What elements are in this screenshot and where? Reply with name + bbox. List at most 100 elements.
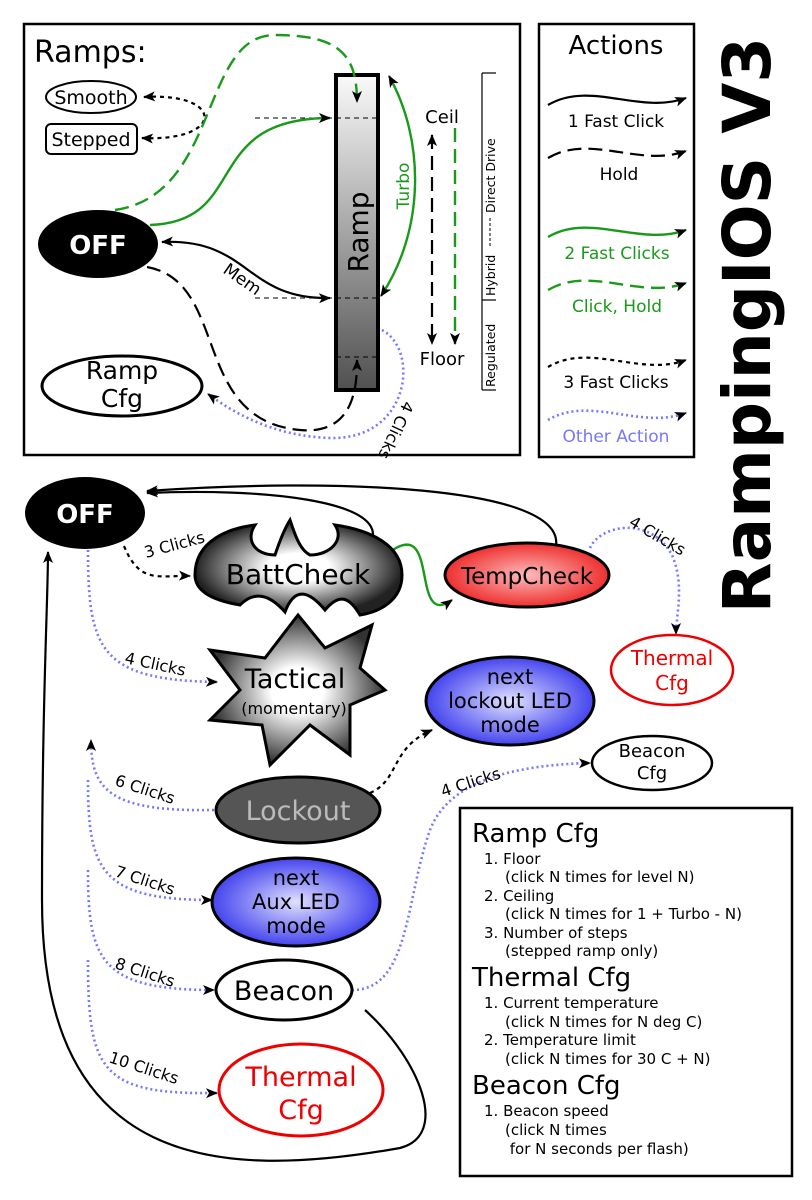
- off-node[interactable]: [25, 477, 145, 549]
- lockout-led-mode-node[interactable]: [424, 655, 596, 747]
- ramp-cfg-item: 2. Ceiling: [484, 887, 554, 905]
- off-lockout-label: 6 Clicks: [113, 771, 178, 808]
- thermal-cfg-heading: Thermal Cfg: [471, 963, 631, 993]
- lockout-node[interactable]: [214, 775, 382, 845]
- thermal-cfg-line1: Thermal: [244, 1062, 356, 1093]
- ramp-cfg-item: (stepped ramp only): [505, 942, 658, 960]
- thermal-cfg-item: (click N times for N deg C): [505, 1013, 702, 1031]
- tempcheck-label: TempCheck: [460, 564, 594, 590]
- off-thermal-label: 10 Clicks: [107, 1048, 181, 1088]
- legend-line-3-fast-clicks: [547, 356, 687, 369]
- ramp-cfg-item: (click N times for level N): [505, 868, 695, 886]
- off-label-top: OFF: [69, 231, 127, 261]
- beacon-cfg-item: for N seconds per flash): [505, 1140, 689, 1158]
- turbo-label: Turbo: [394, 163, 414, 211]
- ramp-to-cfg-arrow: [207, 328, 405, 440]
- ramp-cfg-item: 1. Floor: [484, 850, 541, 868]
- beacon-cfg-item: 1. Beacon speed: [484, 1102, 609, 1120]
- page-title: RampingIOS V3: [709, 37, 786, 613]
- beacon-cfg-node[interactable]: [590, 734, 714, 792]
- battcheck-to-off-arrow: [146, 487, 374, 541]
- off-to-ceil-2click-arrow: [149, 113, 331, 227]
- ramp-cfg-node-top[interactable]: [40, 354, 204, 418]
- off-to-battcheck-arrow: [122, 545, 191, 581]
- battcheck-node[interactable]: BattCheck: [193, 516, 404, 617]
- legend-label-1-fast-click: 1 Fast Click: [568, 112, 664, 132]
- smooth-stepped-toggle-arrow: [141, 91, 206, 144]
- beacon-label: Beacon: [234, 976, 334, 1007]
- legend-label-other-action: Other Action: [563, 427, 670, 447]
- actions-legend: Actions 1 Fast Click Hold 2 Fast Clicks …: [537, 22, 696, 459]
- beacon-cfg-line1: Beacon: [619, 741, 686, 762]
- ramp-cfg-item: 3. Number of steps: [484, 924, 628, 942]
- tempcheck-node[interactable]: [443, 541, 611, 609]
- scale-direct-drive: Direct Drive: [483, 138, 498, 213]
- smooth-label: Smooth: [54, 87, 127, 109]
- off-to-ceil-click-hold-arrow: [114, 33, 362, 212]
- off-mem-arrow: [161, 236, 331, 304]
- beacon-cfg-heading: Beacon Cfg: [472, 1071, 621, 1101]
- stepped-node[interactable]: [45, 123, 138, 155]
- power-mode-scale: Regulated Hybrid Direct Drive: [481, 72, 498, 391]
- aux-led-line1: next: [273, 866, 320, 890]
- actions-heading: Actions: [569, 31, 664, 61]
- config-help-box: Ramp Cfg 1. Floor (click N times for lev…: [458, 806, 794, 1178]
- off-to-aux-led-arrow: [86, 779, 213, 905]
- tempcheck-to-off-arrow: [146, 484, 558, 547]
- aux-led-mode-node[interactable]: [210, 856, 382, 948]
- legend-label-click-hold: Click, Hold: [572, 297, 662, 317]
- battcheck-to-tempcheck-arrow: [389, 543, 453, 611]
- ramp-cfg-line1: Ramp: [86, 356, 158, 385]
- lockout-led-line3: mode: [480, 713, 540, 737]
- off-to-tactical-arrow: [86, 549, 218, 687]
- off-node-top[interactable]: [38, 210, 158, 278]
- lockout-led-line1: next: [487, 665, 534, 689]
- legend-label-3-fast-clicks: 3 Fast Clicks: [563, 373, 668, 393]
- lockout-label: Lockout: [246, 796, 351, 827]
- thermal-cfg-top-line2: Cfg: [655, 671, 689, 695]
- off-label: OFF: [56, 500, 114, 530]
- ramp-label: Ramp: [342, 191, 375, 272]
- thermal-cfg-item: 1. Current temperature: [484, 994, 658, 1012]
- beacon-to-beacon-cfg-arrow: [351, 758, 591, 992]
- scale-hybrid: Hybrid: [483, 255, 498, 296]
- ramp-cfg-heading: Ramp Cfg: [472, 819, 599, 849]
- thermal-cfg-top-line1: Thermal: [630, 646, 713, 670]
- tempcheck-to-thermal-cfg-arrow: [588, 526, 682, 635]
- tactical-sublabel: (momentary): [241, 699, 347, 718]
- ramp-cfg-item: (click N times for 1 + Turbo - N): [505, 905, 742, 923]
- floor-label: Floor: [420, 349, 465, 370]
- aux-led-line3: mode: [266, 914, 326, 938]
- legend-line-other-action: [547, 409, 687, 422]
- lockout-led-line2: lockout LED: [448, 689, 572, 713]
- legend-label-hold: Hold: [600, 165, 639, 185]
- off-to-beacon-arrow: [86, 869, 215, 995]
- ramps-heading: Ramps:: [34, 35, 147, 70]
- thermal-cfg-line2: Cfg: [278, 1095, 324, 1126]
- legend-line-click-hold: [547, 279, 687, 292]
- ramp-cfg-line2: Cfg: [101, 384, 143, 413]
- ramps-panel: Ramps: Smooth Stepped Ramp OFF Mem Ramp …: [22, 22, 522, 462]
- turbo-arrow: [380, 75, 417, 297]
- beacon-cfg-item: (click N times: [505, 1121, 607, 1139]
- off-hold-to-floor-arrow: [146, 265, 362, 432]
- legend-line-hold: [547, 147, 687, 160]
- beacon-to-off-arrow: [40, 551, 427, 1162]
- battcheck-label: BattCheck: [226, 558, 371, 591]
- beacon-cfg-line2: Cfg: [637, 763, 667, 784]
- beacon-node[interactable]: [214, 958, 354, 1022]
- off-battcheck-label: 3 Clicks: [142, 528, 207, 562]
- lockout-to-led-mode-arrow: [369, 728, 433, 795]
- off-tactical-label: 4 Clicks: [123, 648, 187, 679]
- legend-label-2-fast-clicks: 2 Fast Clicks: [564, 244, 669, 264]
- thermal-cfg-node[interactable]: [217, 1042, 385, 1138]
- off-beacon-label: 8 Clicks: [113, 954, 178, 991]
- tactical-node[interactable]: Tactical (momentary): [206, 612, 388, 769]
- thermal-cfg-item: 2. Temperature limit: [484, 1031, 636, 1049]
- smooth-node[interactable]: [45, 80, 137, 114]
- legend-line-1-fast-click: [547, 94, 687, 107]
- tactical-label: Tactical: [244, 664, 345, 695]
- thermal-cfg-node-top[interactable]: [609, 633, 735, 707]
- thermal-cfg-item: (click N times for 30 C + N): [505, 1050, 711, 1068]
